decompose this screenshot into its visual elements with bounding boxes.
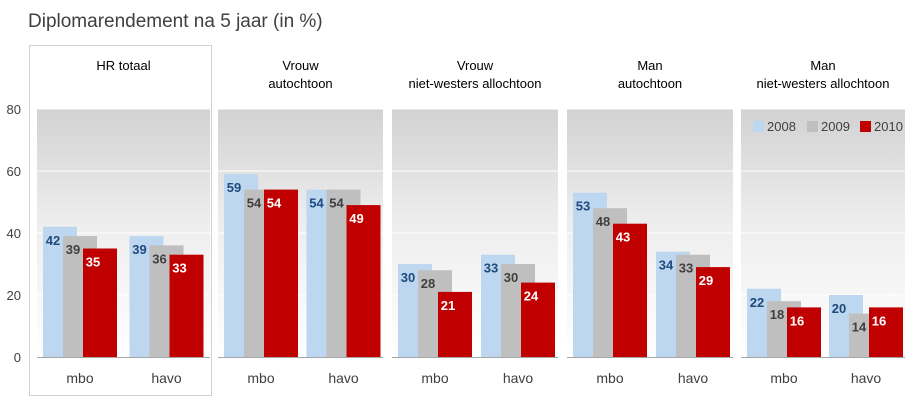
data-label-2009: 39 [66,242,80,257]
category-label: havo [851,370,882,386]
category-label: mbo [770,370,797,386]
legend-swatch-2010 [860,121,871,132]
category-label: havo [503,370,534,386]
data-label-2008: 33 [484,261,498,276]
data-label-2010: 16 [872,313,886,328]
panel-label: Vrouw [282,58,319,73]
category-label: mbo [596,370,623,386]
data-label-2008: 59 [227,180,241,195]
bar-2010 [264,189,298,357]
bar-2010 [346,205,381,357]
data-label-2009: 14 [852,320,867,335]
y-tick-label: 20 [7,288,21,303]
legend-label-2009: 2009 [821,119,850,134]
category-label: havo [328,370,359,386]
legend-swatch-2009 [807,121,818,132]
panel-label: niet-westers allochtoon [409,76,542,91]
data-label-2010: 29 [699,273,713,288]
panel-label: autochtoon [268,76,332,91]
data-label-2010: 49 [349,211,363,226]
data-label-2008: 54 [309,196,324,211]
bar-2010 [169,254,204,357]
y-tick-label: 0 [14,350,21,365]
chart-title: Diplomarendement na 5 jaar (in %) [28,11,323,32]
data-label-2010: 33 [172,261,186,276]
category-label: mbo [247,370,274,386]
y-tick-label: 80 [7,102,21,117]
data-label-2010: 54 [267,196,282,211]
data-label-2010: 24 [524,289,539,304]
bar-2010 [521,282,555,357]
bar-2010 [438,291,472,357]
data-label-2009: 36 [152,251,166,266]
data-label-2009: 30 [504,270,518,285]
data-label-2008: 20 [832,301,846,316]
data-label-2010: 16 [790,313,804,328]
category-label: mbo [421,370,448,386]
data-label-2010: 43 [616,230,630,245]
data-label-2008: 22 [750,295,764,310]
data-label-2009: 48 [596,214,610,229]
category-label: havo [151,370,182,386]
data-label-2008: 30 [401,270,415,285]
panel-label: Man [637,58,662,73]
bar-2010 [83,248,117,357]
panel-label: Man [810,58,835,73]
y-tick-label: 60 [7,164,21,179]
panel-label: Vrouw [457,58,494,73]
bar-2010 [613,223,647,357]
data-label-2010: 35 [86,255,100,270]
y-tick-label: 40 [7,226,21,241]
data-label-2008: 53 [576,199,590,214]
panel-highlight-frame [29,45,212,396]
data-label-2009: 18 [770,307,784,322]
data-label-2009: 54 [247,196,262,211]
bar-2010 [869,307,903,357]
panel-label: niet-westers allochtoon [757,76,890,91]
legend-label-2010: 2010 [874,119,903,134]
category-label: havo [678,370,709,386]
data-label-2008: 34 [659,258,674,273]
data-label-2009: 54 [329,196,344,211]
data-label-2008: 42 [46,233,60,248]
data-label-2008: 39 [132,242,146,257]
category-label: mbo [66,370,93,386]
bar-2010 [696,267,730,357]
data-label-2009: 28 [421,276,435,291]
legend-label-2008: 2008 [767,119,796,134]
legend-swatch-2008 [753,121,764,132]
data-label-2009: 33 [679,261,693,276]
panel-label: autochtoon [618,76,682,91]
data-label-2010: 21 [441,298,455,313]
bar-2010 [787,307,821,357]
panel-label: HR totaal [96,58,150,73]
